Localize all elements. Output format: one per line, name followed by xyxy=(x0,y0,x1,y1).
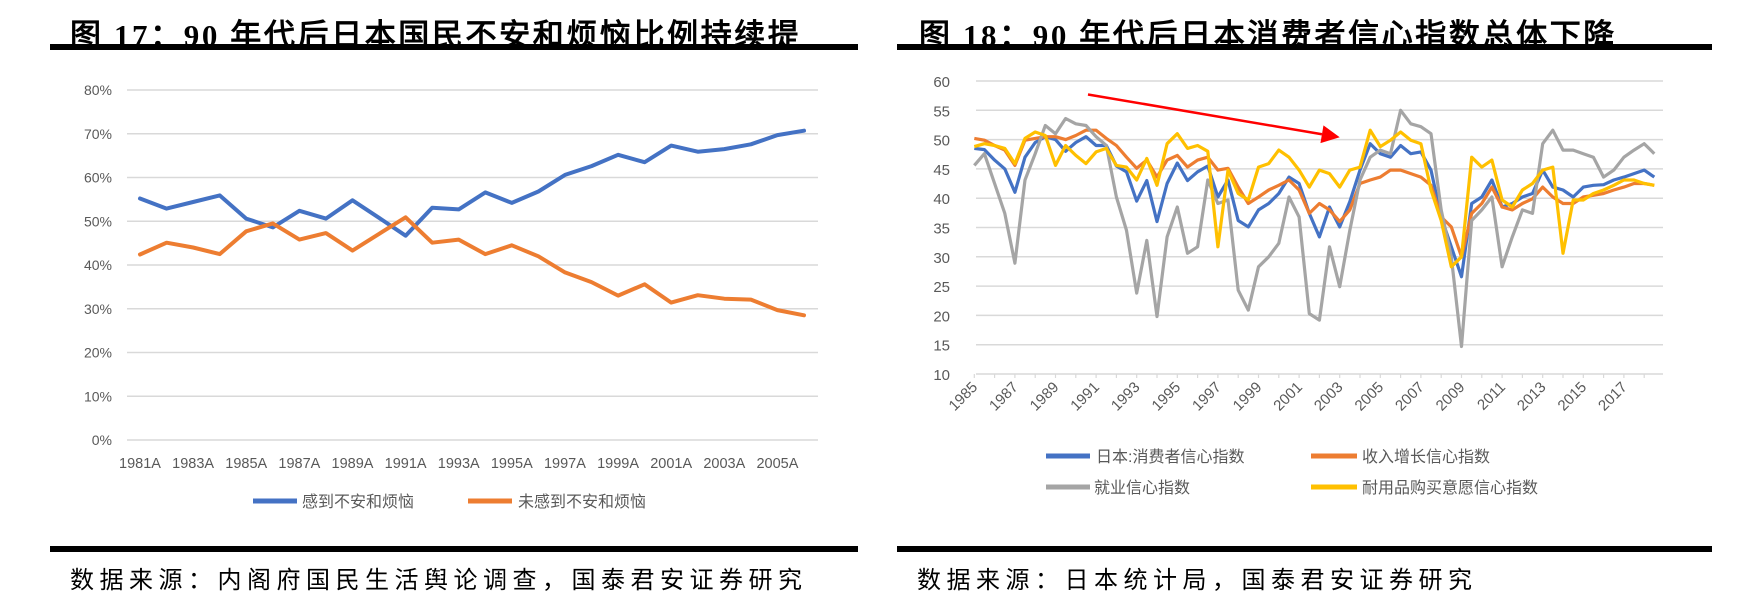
x-tick-label: 2005 xyxy=(1352,379,1388,415)
left-x-tick-labels: 1981A 1983A 1985A 1987A 1989A 1991A 1993A 1995A… xyxy=(119,456,799,472)
x-tick-label: 1989 xyxy=(1027,379,1063,415)
legend-item-series-1[interactable]: 感到不安和烦恼 xyxy=(253,493,414,511)
series-line-1 xyxy=(138,128,806,238)
x-tick-label: 1999A xyxy=(597,456,639,472)
x-tick-label: 2003 xyxy=(1311,379,1347,415)
y-tick-label: 35 xyxy=(933,221,950,238)
y-tick-label: 45 xyxy=(933,162,950,179)
x-tick-label: 2013 xyxy=(1514,379,1550,415)
x-tick-label: 2009 xyxy=(1433,379,1469,415)
x-tick-label: 1995 xyxy=(1149,379,1185,415)
y-tick-label: 60% xyxy=(84,170,112,186)
x-tick-label: 1995A xyxy=(491,456,533,472)
x-tick-label: 2001A xyxy=(650,456,692,472)
y-tick-label: 50 xyxy=(933,133,950,150)
y-tick-label: 20 xyxy=(933,308,950,325)
legend-label: 未感到不安和烦恼 xyxy=(518,493,646,511)
left-gridlines xyxy=(127,89,818,441)
x-tick-label: 2017 xyxy=(1595,379,1631,415)
series-line-4 xyxy=(973,128,1655,269)
legend-item-series-1[interactable]: 日本:消费者信心指数 xyxy=(1046,448,1244,466)
y-tick-label: 10 xyxy=(933,367,950,384)
left-source-rule xyxy=(50,546,858,552)
left-title-rule xyxy=(50,44,858,50)
right-y-tick-labels: 10 15 20 25 30 35 40 45 50 55 60 xyxy=(933,74,950,384)
legend-item-series-2[interactable]: 未感到不安和烦恼 xyxy=(468,493,646,511)
y-tick-label: 60 xyxy=(933,74,950,91)
x-tick-label: 1987 xyxy=(986,379,1022,415)
y-tick-label: 30 xyxy=(933,250,950,267)
x-tick-label: 2003A xyxy=(703,456,745,472)
right-source-note: 数据来源：日本统计局，国泰君安证券研究 xyxy=(917,568,1478,594)
legend-label: 日本:消费者信心指数 xyxy=(1096,448,1244,466)
y-tick-label: 30% xyxy=(84,301,112,317)
x-tick-label: 1987A xyxy=(278,456,320,472)
x-tick-label: 1989A xyxy=(332,456,374,472)
left-source-note: 数据来源：内阁府国民生活舆论调查，国泰君安证券研究 xyxy=(70,568,808,594)
y-tick-label: 40% xyxy=(84,257,112,273)
arrow-shaft xyxy=(1087,93,1323,136)
y-tick-label: 10% xyxy=(84,388,112,404)
y-tick-label: 25 xyxy=(933,279,950,296)
right-title-rule xyxy=(897,44,1712,50)
trend-arrow-annotation xyxy=(1087,93,1340,144)
right-x-tick-labels: 1985 1987 1989 1991 1993 1995 1997 1999 2001 2003… xyxy=(946,379,1631,415)
legend-label: 耐用品购买意愿信心指数 xyxy=(1362,478,1538,497)
legend-label: 就业信心指数 xyxy=(1094,479,1190,497)
right-series-lines xyxy=(973,108,1656,349)
y-tick-label: 80% xyxy=(84,82,112,98)
x-tick-label: 1981A xyxy=(119,456,161,472)
y-tick-label: 20% xyxy=(84,345,112,361)
y-tick-label: 70% xyxy=(84,126,112,142)
x-tick-label: 1985 xyxy=(946,379,982,415)
legend-item-series-3[interactable]: 就业信心指数 xyxy=(1046,479,1190,497)
x-tick-label: 1993A xyxy=(438,456,480,472)
x-tick-label: 1991A xyxy=(385,456,427,472)
y-tick-label: 40 xyxy=(933,191,950,208)
x-tick-label: 2007 xyxy=(1392,379,1428,415)
y-tick-label: 55 xyxy=(933,103,950,120)
x-tick-label: 1997 xyxy=(1189,379,1225,415)
right-legend: 日本:消费者信心指数 收入增长信心指数 就业信心指数 耐用品购买意愿信心指数 xyxy=(1046,448,1538,497)
y-tick-label: 0% xyxy=(92,432,112,448)
x-tick-label: 1983A xyxy=(172,456,214,472)
x-tick-label: 1997A xyxy=(544,456,586,472)
x-tick-label: 1985A xyxy=(225,456,267,472)
x-tick-label: 1993 xyxy=(1108,379,1144,415)
legend-label: 感到不安和烦恼 xyxy=(302,493,414,511)
x-tick-label: 2015 xyxy=(1555,379,1591,415)
series-line-2 xyxy=(974,128,1655,259)
y-tick-label: 50% xyxy=(84,213,112,229)
x-tick-label: 1991 xyxy=(1067,379,1103,415)
x-tick-label: 2001 xyxy=(1270,379,1306,415)
x-tick-label: 2005A xyxy=(756,456,798,472)
legend-label: 收入增长信心指数 xyxy=(1362,448,1490,466)
left-legend: 感到不安和烦恼 未感到不安和烦恼 xyxy=(253,493,646,511)
legend-item-series-2[interactable]: 收入增长信心指数 xyxy=(1311,448,1490,466)
y-tick-label: 15 xyxy=(933,338,950,355)
right-source-rule xyxy=(897,546,1712,552)
series-line-2 xyxy=(138,215,806,318)
legend-item-series-4[interactable]: 耐用品购买意愿信心指数 xyxy=(1311,478,1538,497)
left-y-tick-labels: 0% 10% 20% 30% 40% 50% 60% 70% 80% xyxy=(84,82,112,448)
series-line-3 xyxy=(973,108,1656,349)
x-tick-label: 1999 xyxy=(1230,379,1266,415)
left-series-lines xyxy=(138,128,806,318)
arrow-head-icon xyxy=(1320,125,1340,144)
x-tick-label: 2011 xyxy=(1474,379,1509,414)
